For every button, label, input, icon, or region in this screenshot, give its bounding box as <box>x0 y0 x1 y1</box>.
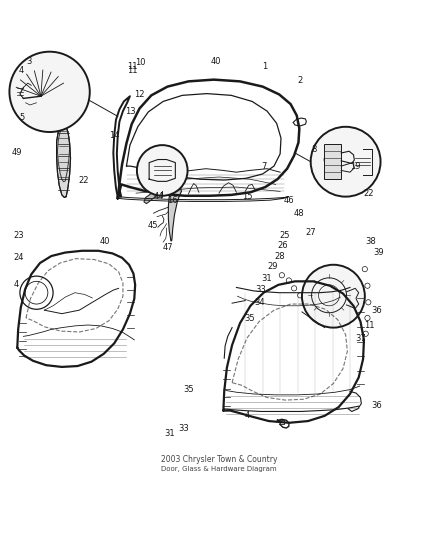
Text: 15: 15 <box>242 192 252 201</box>
Text: 24: 24 <box>14 253 24 262</box>
Text: 29: 29 <box>267 262 278 271</box>
Text: 11: 11 <box>127 62 138 71</box>
Text: 47: 47 <box>163 243 174 252</box>
Text: 35: 35 <box>183 385 194 394</box>
Text: 33: 33 <box>178 424 189 433</box>
Circle shape <box>10 52 90 132</box>
Text: 37: 37 <box>355 334 366 343</box>
Text: 46: 46 <box>284 196 294 205</box>
Text: 49: 49 <box>12 149 22 157</box>
Text: 3: 3 <box>26 57 32 66</box>
Text: 36: 36 <box>371 305 381 314</box>
Text: 4: 4 <box>14 280 19 289</box>
Text: 22: 22 <box>78 175 89 184</box>
Text: 19: 19 <box>350 161 360 171</box>
Text: 2: 2 <box>297 76 303 85</box>
Text: 36: 36 <box>371 401 381 410</box>
Circle shape <box>302 265 365 328</box>
Text: 11: 11 <box>127 67 138 75</box>
Text: 25: 25 <box>279 231 290 239</box>
Text: 31: 31 <box>164 429 175 438</box>
Text: 28: 28 <box>275 253 286 261</box>
Text: 2003 Chrysler Town & Country: 2003 Chrysler Town & Country <box>161 455 277 464</box>
Polygon shape <box>57 126 70 182</box>
Text: 22: 22 <box>363 189 374 198</box>
Text: 39: 39 <box>374 248 384 257</box>
Text: 35: 35 <box>244 313 255 322</box>
Text: 7: 7 <box>261 161 266 171</box>
Polygon shape <box>57 123 71 198</box>
Text: 10: 10 <box>135 58 146 67</box>
Text: 8: 8 <box>311 145 317 154</box>
Text: 44: 44 <box>153 192 164 201</box>
Circle shape <box>137 145 187 196</box>
Text: 4: 4 <box>19 67 24 75</box>
Text: 1: 1 <box>262 62 267 70</box>
Text: 11: 11 <box>364 320 374 329</box>
Polygon shape <box>144 187 169 204</box>
Text: 14: 14 <box>109 131 120 140</box>
Text: 27: 27 <box>305 228 316 237</box>
Text: 48: 48 <box>294 209 305 218</box>
Polygon shape <box>168 186 181 241</box>
Text: Door, Glass & Hardware Diagram: Door, Glass & Hardware Diagram <box>161 466 277 472</box>
Text: 45: 45 <box>148 221 158 230</box>
Text: 40: 40 <box>210 57 221 66</box>
Text: 34: 34 <box>254 298 265 307</box>
Circle shape <box>311 127 381 197</box>
Text: 16: 16 <box>166 196 177 205</box>
Text: 26: 26 <box>278 241 288 250</box>
Text: 12: 12 <box>134 90 145 99</box>
Text: 5: 5 <box>19 112 24 122</box>
Text: 13: 13 <box>125 107 135 116</box>
FancyBboxPatch shape <box>324 144 341 179</box>
Text: 4: 4 <box>244 411 250 421</box>
Text: 40: 40 <box>99 237 110 246</box>
Text: 6: 6 <box>322 156 328 165</box>
Text: 33: 33 <box>255 285 265 294</box>
Text: 31: 31 <box>261 274 272 283</box>
Text: 23: 23 <box>14 231 25 239</box>
Text: 38: 38 <box>366 237 376 246</box>
